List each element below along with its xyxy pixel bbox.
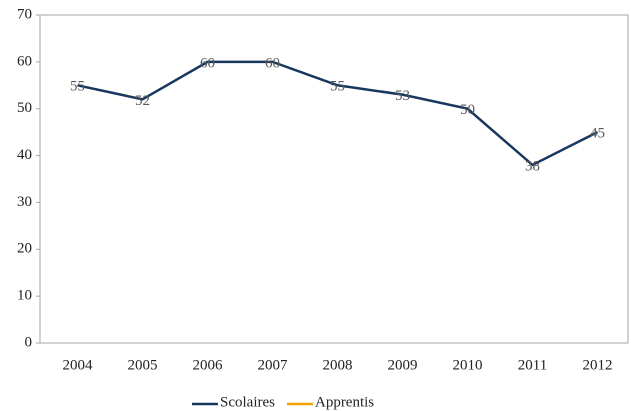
data-label: 45 xyxy=(590,126,605,142)
plot-border xyxy=(39,14,629,344)
legend-label: Scolaires xyxy=(220,394,275,410)
data-label: 38 xyxy=(525,158,540,174)
data-label: 55 xyxy=(330,79,345,95)
y-tick-label: 20 xyxy=(17,241,32,257)
x-tick-label: 2009 xyxy=(388,357,418,373)
data-label: 55 xyxy=(70,79,85,95)
legend-label: Apprentis xyxy=(315,394,374,410)
data-label: 60 xyxy=(265,55,280,71)
y-tick-label: 70 xyxy=(17,6,32,22)
x-tick-label: 2004 xyxy=(63,357,94,373)
y-tick-label: 30 xyxy=(17,194,32,210)
x-tick-label: 2012 xyxy=(583,357,613,373)
x-tick-label: 2011 xyxy=(518,357,547,373)
x-tick-label: 2010 xyxy=(453,357,483,373)
x-tick-label: 2008 xyxy=(323,357,353,373)
y-tick-label: 50 xyxy=(17,100,32,116)
series-line xyxy=(77,60,599,167)
data-label: 60 xyxy=(200,55,215,71)
x-tick-label: 2007 xyxy=(258,357,289,373)
y-tick-label: 60 xyxy=(17,53,32,69)
y-tick-label: 0 xyxy=(25,334,33,350)
x-tick-label: 2006 xyxy=(193,357,224,373)
data-label: 53 xyxy=(395,88,410,104)
y-tick-label: 40 xyxy=(17,147,32,163)
data-label: 52 xyxy=(135,93,150,109)
data-label: 50 xyxy=(460,102,475,118)
y-tick-label: 10 xyxy=(17,288,32,304)
x-tick-label: 2005 xyxy=(128,357,158,373)
